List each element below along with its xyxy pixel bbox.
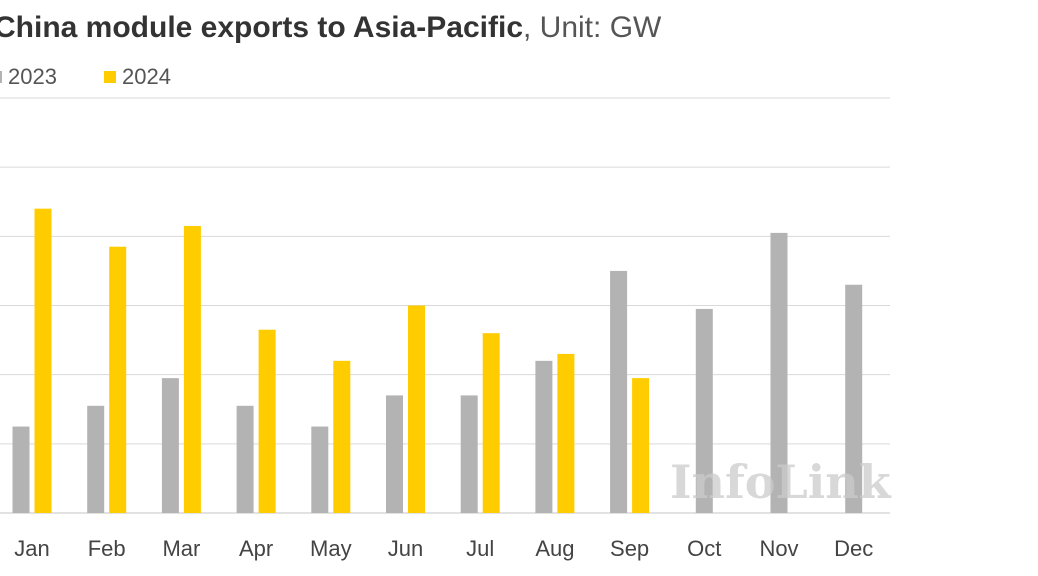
bar-2023-dec [845, 284, 863, 513]
bar-2024-aug [557, 353, 575, 513]
bar-2023-apr [236, 405, 254, 513]
legend-swatch-2024 [104, 71, 116, 83]
x-axis-labels: Jan Feb Mar Apr May Jun Jul Aug Sep Oct Nov Dec [14, 536, 873, 561]
bar-2023-may [311, 426, 329, 513]
x-tick-label-may: May [310, 536, 352, 561]
legend-swatch-2023 [0, 71, 2, 83]
chart-title: China module exports to Asia-Pacific, Un… [0, 10, 661, 46]
bar-2023-jan [12, 426, 30, 513]
bar-2023-feb [87, 405, 105, 513]
x-tick-label-apr: Apr [239, 536, 273, 561]
x-tick-label-feb: Feb [88, 536, 126, 561]
bar-2024-sep [632, 378, 650, 513]
bar-2023-nov [770, 232, 788, 513]
x-tick-label-sep: Sep [610, 536, 649, 561]
bar-2024-mar [183, 225, 201, 514]
x-tick-label-dec: Dec [834, 536, 873, 561]
bar-2023-oct [695, 308, 713, 513]
x-tick-label-jul: Jul [466, 536, 494, 561]
bar-2024-may [333, 360, 351, 513]
x-tick-label-jun: Jun [388, 536, 423, 561]
x-tick-label-aug: Aug [535, 536, 574, 561]
bar-2023-jun [386, 395, 403, 513]
legend-label-2024: 2024 [122, 64, 171, 89]
x-tick-label-mar: Mar [162, 536, 200, 561]
x-tick-label-nov: Nov [759, 536, 798, 561]
legend-item-2023: 2023 [0, 64, 57, 90]
x-tick-label-oct: Oct [687, 536, 721, 561]
bar-2023-aug [535, 360, 553, 513]
bar-2024-apr [258, 329, 276, 513]
bar-2023-sep [610, 270, 628, 513]
bar-2023-jul [460, 395, 478, 513]
grid-lines [0, 97, 890, 514]
watermark-text: InfoLink [670, 455, 892, 509]
bar-2024-jan [34, 208, 52, 513]
bar-2024-feb [109, 246, 127, 514]
x-tick-label-jan: Jan [14, 536, 49, 561]
legend-item-2024: 2024 [104, 64, 171, 90]
legend-label-2023: 2023 [8, 64, 57, 89]
bar-2024-jul [482, 333, 500, 513]
chart-title-unit: , Unit: GW [523, 11, 662, 44]
bars [12, 208, 863, 514]
chart-title-main: China module exports to Asia-Pacific [0, 11, 523, 44]
bar-2024-jun [408, 305, 425, 513]
bar-2023-mar [161, 378, 179, 513]
